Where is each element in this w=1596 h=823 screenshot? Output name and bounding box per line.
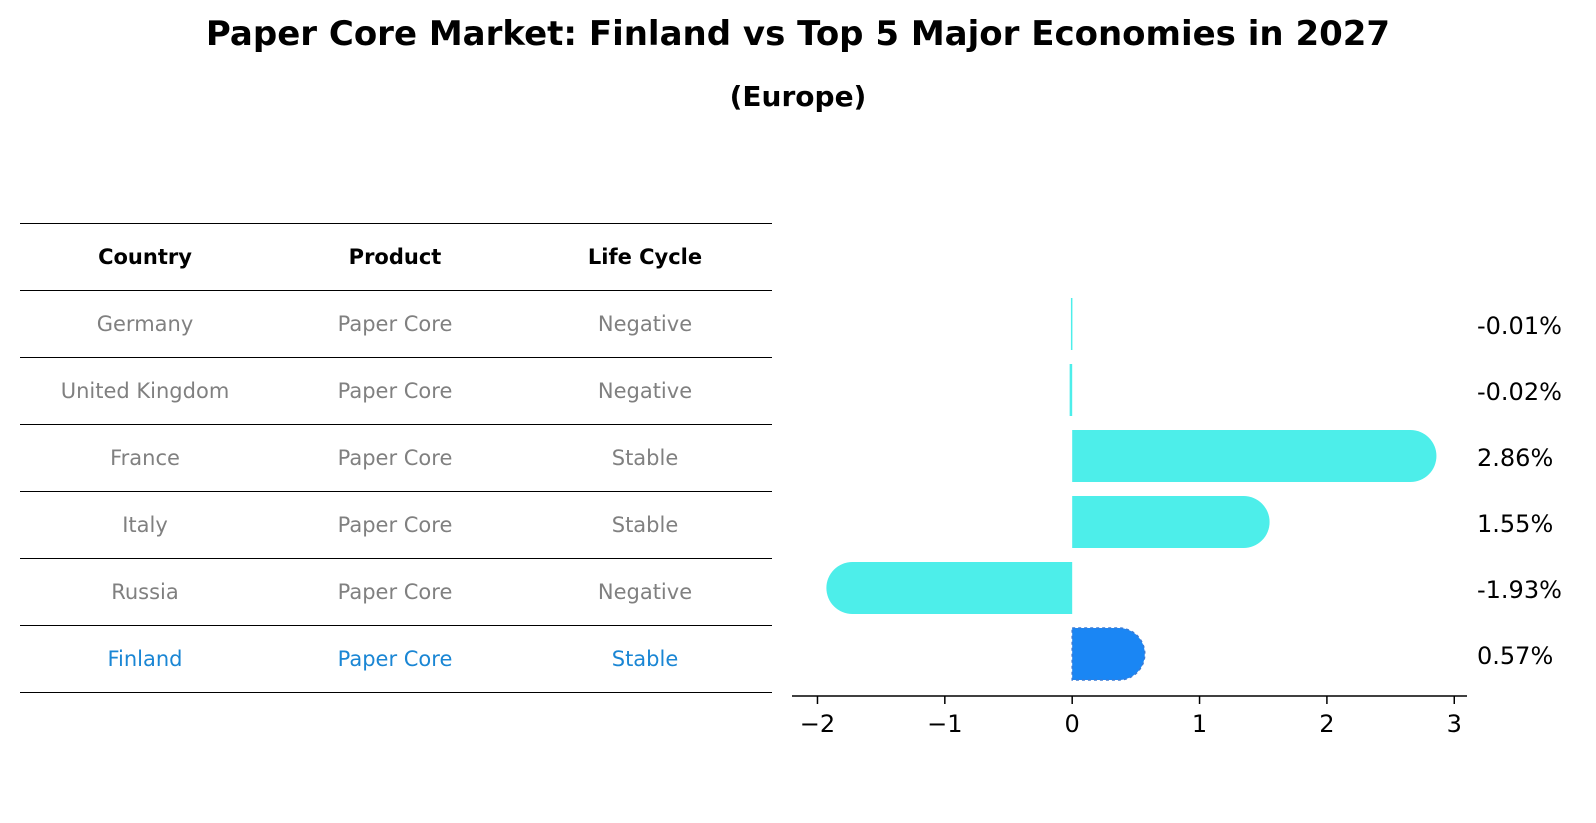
value-label: 2.86% (1477, 444, 1553, 472)
header-life-cycle: Life Cycle (587, 245, 703, 269)
bar (826, 562, 1073, 614)
product-cell: Paper Core (337, 580, 453, 604)
life-cycle-cell: Stable (611, 647, 679, 671)
product-cell: Paper Core (337, 513, 453, 537)
chart-title: Paper Core Market: Finland vs Top 5 Majo… (205, 14, 1391, 54)
life-cycle-cell: Negative (597, 312, 693, 336)
country-cell: Italy (122, 513, 168, 537)
product-cell: Paper Core (337, 312, 453, 336)
life-cycle-cell: Stable (611, 513, 679, 537)
header-product: Product (348, 245, 442, 269)
table-header-row: Country Product Life Cycle (20, 223, 772, 290)
table-row: France Paper Core Stable (20, 424, 772, 491)
life-cycle-cell: Stable (611, 446, 679, 470)
product-cell: Paper Core (337, 379, 453, 403)
country-cell: Finland (107, 647, 183, 671)
country-cell: Germany (96, 312, 194, 336)
value-label: -0.02% (1477, 378, 1562, 406)
table-row: Russia Paper Core Negative (20, 558, 772, 625)
value-label: -1.93% (1477, 576, 1562, 604)
x-tick-label: 2 (1319, 710, 1334, 738)
bar (1072, 496, 1270, 548)
country-cell: France (110, 446, 180, 470)
value-label: 0.57% (1477, 642, 1553, 670)
chart-subtitle: (Europe) (729, 80, 867, 113)
x-tick-label: −1 (927, 710, 962, 738)
table-row: Germany Paper Core Negative (20, 290, 772, 357)
value-label: 1.55% (1477, 510, 1553, 538)
x-tick-label: 1 (1192, 710, 1207, 738)
bar (1071, 627, 1146, 681)
bar (1070, 298, 1073, 350)
table-row: United Kingdom Paper Core Negative (20, 357, 772, 424)
country-cell: United Kingdom (60, 379, 230, 403)
bar (1072, 430, 1437, 482)
life-cycle-cell: Negative (597, 580, 693, 604)
table-row: Italy Paper Core Stable (20, 491, 772, 558)
country-table: Country Product Life Cycle Germany Paper… (20, 223, 772, 693)
product-cell: Paper Core (337, 647, 453, 671)
x-tick-label: 3 (1447, 710, 1462, 738)
header-country: Country (98, 245, 192, 269)
table-row-highlight: Finland Paper Core Stable (20, 625, 772, 693)
value-label: -0.01% (1477, 312, 1562, 340)
country-cell: Russia (111, 580, 179, 604)
x-tick-label: 0 (1065, 710, 1080, 738)
x-tick-label: −2 (800, 710, 835, 738)
bar (1069, 364, 1073, 416)
product-cell: Paper Core (337, 446, 453, 470)
life-cycle-cell: Negative (597, 379, 693, 403)
